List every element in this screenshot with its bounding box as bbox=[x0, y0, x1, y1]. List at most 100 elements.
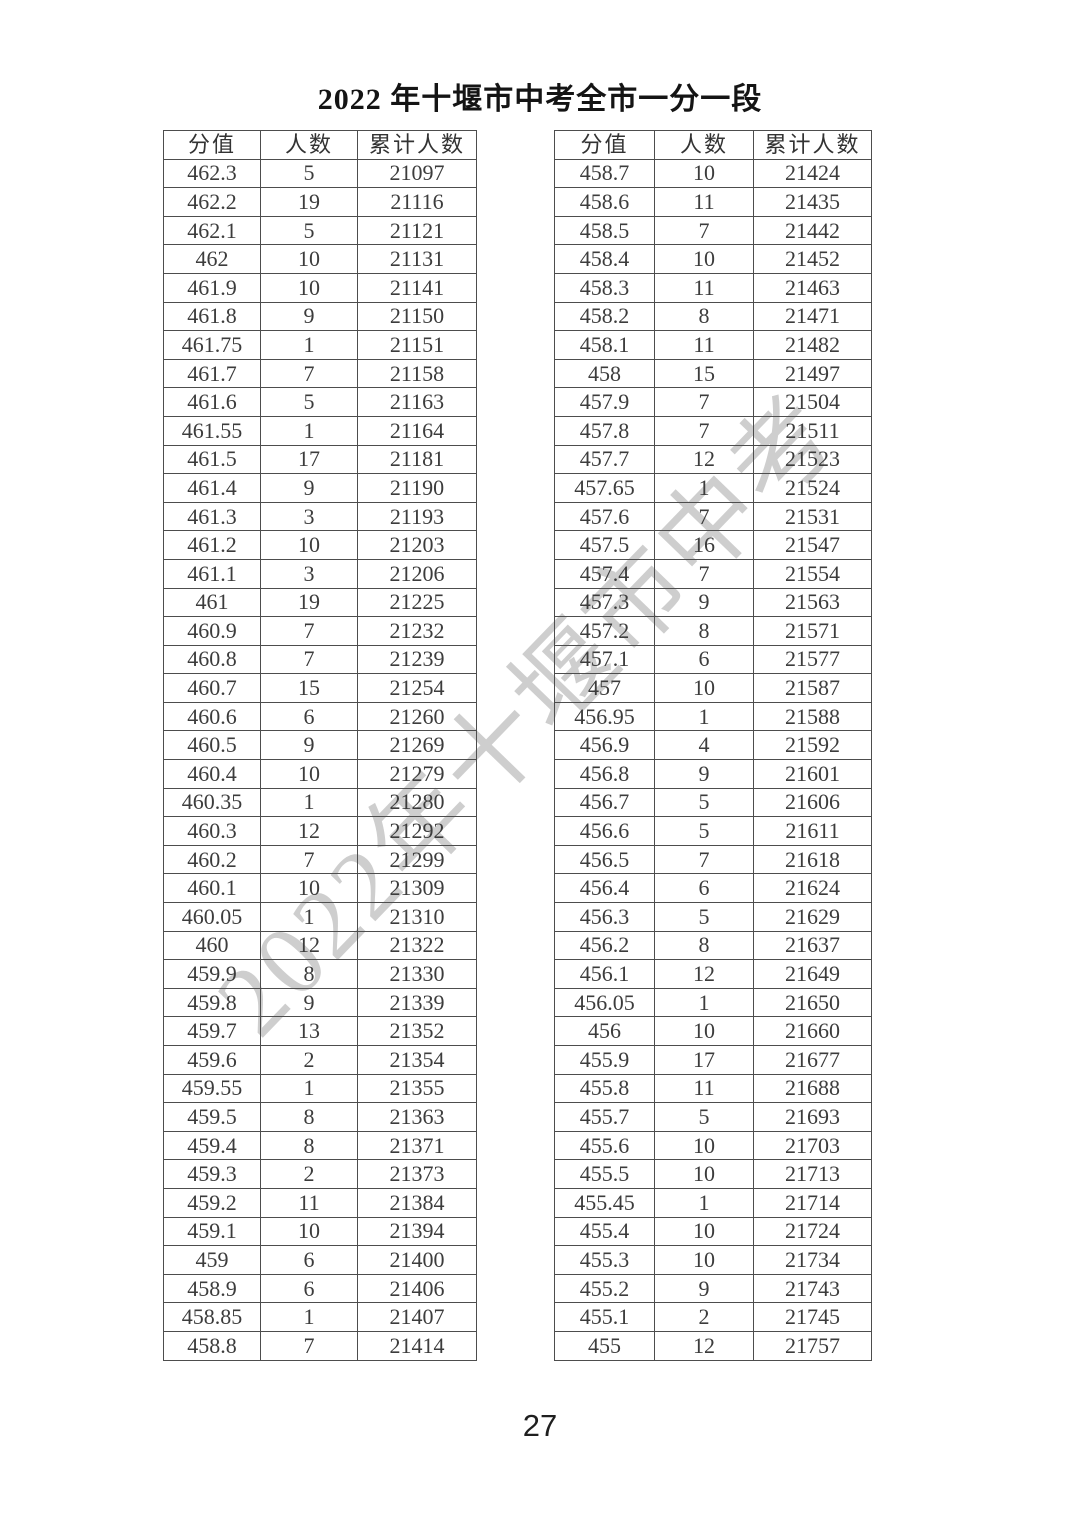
table-row: 456 10 21660 bbox=[554, 1016, 872, 1046]
count-cell: 15 bbox=[260, 673, 358, 703]
score-cell: 455.7 bbox=[554, 1102, 655, 1132]
count-cell: 12 bbox=[654, 1330, 754, 1361]
table-row: 457.5 16 21547 bbox=[554, 530, 872, 560]
count-cell: 19 bbox=[260, 187, 358, 217]
count-cell: 1 bbox=[654, 473, 754, 503]
table-row: 456.7 5 21606 bbox=[554, 787, 872, 818]
count-cell: 9 bbox=[260, 730, 358, 761]
score-cell: 455.9 bbox=[554, 1045, 655, 1075]
count-cell: 9 bbox=[260, 301, 358, 332]
count-cell: 5 bbox=[654, 787, 754, 818]
cumulative-cell: 21355 bbox=[357, 1073, 477, 1104]
table-row: 455.4 10 21724 bbox=[554, 1216, 872, 1247]
table-row: 461.2 10 21203 bbox=[163, 530, 477, 560]
score-cell: 457.5 bbox=[554, 530, 655, 560]
cumulative-cell: 21354 bbox=[357, 1045, 477, 1075]
cumulative-cell: 21606 bbox=[753, 787, 872, 818]
count-cell: 7 bbox=[654, 844, 754, 875]
score-cell: 461.2 bbox=[163, 530, 261, 560]
count-cell: 16 bbox=[654, 530, 754, 560]
score-cell: 461.55 bbox=[163, 415, 261, 446]
table-row: 460.05 1 21310 bbox=[163, 902, 477, 932]
table-row: 459.3 2 21373 bbox=[163, 1159, 477, 1189]
table-row: 459.9 8 21330 bbox=[163, 959, 477, 989]
table-row: 456.05 1 21650 bbox=[554, 987, 872, 1018]
count-cell: 11 bbox=[654, 187, 754, 217]
table-row: 456.9 4 21592 bbox=[554, 730, 872, 761]
score-cell: 456.3 bbox=[554, 902, 655, 932]
cumulative-cell: 21660 bbox=[753, 1016, 872, 1046]
table-row: 460.8 7 21239 bbox=[163, 644, 477, 675]
table-row: 458.5 7 21442 bbox=[554, 215, 872, 246]
count-cell: 10 bbox=[260, 873, 358, 904]
cumulative-cell: 21688 bbox=[753, 1073, 872, 1104]
table-row: 459.55 1 21355 bbox=[163, 1073, 477, 1104]
cumulative-cell: 21592 bbox=[753, 730, 872, 761]
score-cell: 457.3 bbox=[554, 587, 655, 618]
count-cell: 1 bbox=[654, 1187, 754, 1218]
score-cell: 461.3 bbox=[163, 501, 261, 532]
score-cell: 460.4 bbox=[163, 759, 261, 789]
table-row: 456.2 8 21637 bbox=[554, 930, 872, 961]
cumulative-cell: 21482 bbox=[753, 330, 872, 360]
table-row: 455.1 2 21745 bbox=[554, 1302, 872, 1332]
count-cell: 5 bbox=[260, 215, 358, 246]
cumulative-cell: 21206 bbox=[357, 558, 477, 589]
cumulative-cell: 21400 bbox=[357, 1245, 477, 1275]
cumulative-cell: 21116 bbox=[357, 187, 477, 217]
cumulative-cell: 21150 bbox=[357, 301, 477, 332]
table-row: 457.7 12 21523 bbox=[554, 444, 872, 475]
cumulative-cell: 21279 bbox=[357, 759, 477, 789]
cumulative-cell: 21757 bbox=[753, 1330, 872, 1361]
count-cell: 3 bbox=[260, 501, 358, 532]
score-cell: 455.45 bbox=[554, 1187, 655, 1218]
cumulative-cell: 21371 bbox=[357, 1130, 477, 1161]
cumulative-cell: 21463 bbox=[753, 272, 872, 303]
cumulative-cell: 21203 bbox=[357, 530, 477, 560]
cumulative-cell: 21151 bbox=[357, 330, 477, 360]
table-row: 460 12 21322 bbox=[163, 930, 477, 961]
score-cell: 461.1 bbox=[163, 558, 261, 589]
score-cell: 455.2 bbox=[554, 1273, 655, 1304]
cumulative-cell: 21713 bbox=[753, 1159, 872, 1189]
cumulative-cell: 21097 bbox=[357, 158, 477, 189]
count-cell: 1 bbox=[260, 415, 358, 446]
score-cell: 457.2 bbox=[554, 616, 655, 646]
cumulative-cell: 21339 bbox=[357, 987, 477, 1018]
count-cell: 9 bbox=[260, 987, 358, 1018]
cumulative-cell: 21158 bbox=[357, 358, 477, 389]
cumulative-cell: 21587 bbox=[753, 673, 872, 703]
count-cell: 5 bbox=[654, 1102, 754, 1132]
table-row: 458.7 10 21424 bbox=[554, 158, 872, 189]
cumulative-cell: 21452 bbox=[753, 244, 872, 274]
cumulative-cell: 21523 bbox=[753, 444, 872, 475]
table-row: 456.3 5 21629 bbox=[554, 902, 872, 932]
cumulative-cell: 21743 bbox=[753, 1273, 872, 1304]
count-cell: 10 bbox=[654, 158, 754, 189]
score-cell: 459.55 bbox=[163, 1073, 261, 1104]
cumulative-cell: 21232 bbox=[357, 616, 477, 646]
count-cell: 8 bbox=[654, 616, 754, 646]
score-cell: 461.9 bbox=[163, 272, 261, 303]
table-row: 461.1 3 21206 bbox=[163, 558, 477, 589]
cumulative-cell: 21547 bbox=[753, 530, 872, 560]
count-cell: 4 bbox=[654, 730, 754, 761]
cumulative-cell: 21254 bbox=[357, 673, 477, 703]
cumulative-cell: 21504 bbox=[753, 387, 872, 417]
table-row: 458.2 8 21471 bbox=[554, 301, 872, 332]
count-cell: 7 bbox=[260, 844, 358, 875]
score-cell: 461.4 bbox=[163, 473, 261, 503]
table-row: 458 15 21497 bbox=[554, 358, 872, 389]
table-row: 460.2 7 21299 bbox=[163, 844, 477, 875]
score-cell: 460.9 bbox=[163, 616, 261, 646]
count-cell: 7 bbox=[260, 1330, 358, 1361]
score-cell: 456.8 bbox=[554, 759, 655, 789]
table-row: 459.1 10 21394 bbox=[163, 1216, 477, 1247]
cumulative-cell: 21373 bbox=[357, 1159, 477, 1189]
count-cell: 10 bbox=[260, 272, 358, 303]
score-cell: 458.6 bbox=[554, 187, 655, 217]
score-cell: 458.5 bbox=[554, 215, 655, 246]
score-cell: 456.7 bbox=[554, 787, 655, 818]
count-cell: 5 bbox=[654, 902, 754, 932]
table-row: 455 12 21757 bbox=[554, 1330, 872, 1361]
